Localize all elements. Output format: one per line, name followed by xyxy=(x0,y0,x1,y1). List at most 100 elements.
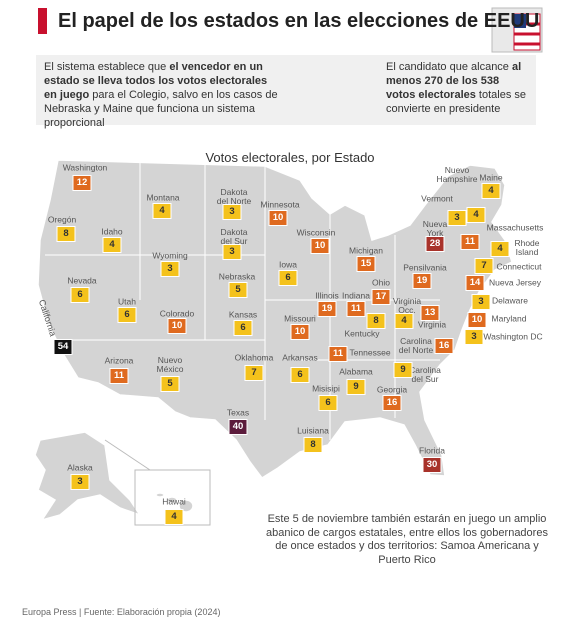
electoral-votes: 3 xyxy=(447,210,467,226)
state-name: Wisconsin xyxy=(296,227,336,238)
bold-text: el vencedor en un estado se lleva todos … xyxy=(44,61,268,101)
bold-text: al menos 270 de los 538 votos electorale… xyxy=(386,61,522,101)
state-name: Nueva Jersey xyxy=(489,277,541,288)
state-name: Misisipi xyxy=(312,383,340,394)
map-title: Votos electorales, por Estado xyxy=(205,150,375,165)
electoral-votes: 40 xyxy=(228,419,248,435)
electoral-votes: 3 xyxy=(222,204,242,220)
state-name: Alaska xyxy=(67,462,93,473)
electoral-votes: 12 xyxy=(72,175,92,191)
electoral-votes: 6 xyxy=(318,395,338,411)
state-name: Oregón xyxy=(47,214,77,225)
state-name: Kentucky xyxy=(344,328,380,339)
state-name: Virginia xyxy=(417,319,447,330)
electoral-votes: 11 xyxy=(109,368,129,384)
state-name: Alabama xyxy=(339,366,373,377)
ballot-icon xyxy=(491,7,543,53)
state-name: Hawai xyxy=(162,496,186,507)
state-name: Tennessee xyxy=(349,347,391,358)
electoral-votes: 6 xyxy=(233,320,253,336)
state-name: Arizona xyxy=(104,355,134,366)
text: El candidato que alcance xyxy=(386,61,512,73)
state-name: Missouri xyxy=(284,313,316,324)
state-name: Dakota del Norte xyxy=(216,187,252,206)
electoral-votes: 4 xyxy=(481,183,501,199)
flag-canton xyxy=(514,14,526,28)
state-name: Iowa xyxy=(279,259,297,270)
electoral-votes: 9 xyxy=(393,362,413,378)
state-name: Nuevo Hampshire xyxy=(436,165,478,184)
electoral-votes: 4 xyxy=(152,203,172,219)
electoral-votes: 10 xyxy=(467,312,487,328)
electoral-votes: 10 xyxy=(310,238,330,254)
electoral-votes: 7 xyxy=(474,258,494,274)
electoral-votes: 19 xyxy=(412,273,432,289)
hawaii-island xyxy=(155,492,165,498)
electoral-votes: 8 xyxy=(303,437,323,453)
state-name: Washington xyxy=(62,162,108,173)
electoral-votes: 28 xyxy=(425,236,445,252)
electoral-votes: 16 xyxy=(434,338,454,354)
state-name: Nueva York xyxy=(422,219,448,238)
state-name: Carolina del Sur xyxy=(409,365,441,384)
electoral-votes: 15 xyxy=(356,256,376,272)
electoral-votes: 8 xyxy=(366,313,386,329)
state-name: Massachusetts xyxy=(486,222,544,233)
electoral-votes: 6 xyxy=(278,270,298,286)
state-name: Florida xyxy=(419,445,445,456)
electoral-votes: 17 xyxy=(371,289,391,305)
electoral-votes: 5 xyxy=(228,282,248,298)
hawaii-island xyxy=(166,496,178,504)
state-name: Virginia Occ. xyxy=(392,296,422,315)
electoral-votes: 6 xyxy=(290,367,310,383)
electoral-votes: 3 xyxy=(222,244,242,260)
title: El papel de los estados en las eleccione… xyxy=(58,10,540,32)
state-name: Pensilvania xyxy=(403,262,447,273)
state-name: Delaware xyxy=(492,295,528,306)
state-name: Washington DC xyxy=(483,331,543,342)
electoral-votes: 9 xyxy=(346,379,366,395)
electoral-votes: 54 xyxy=(53,339,73,355)
inset-divider xyxy=(104,439,151,471)
electoral-votes: 10 xyxy=(290,324,310,340)
hawaii-inset xyxy=(134,469,211,526)
state-name: Vermont xyxy=(421,193,453,204)
source: Europa Press | Fuente: Elaboración propi… xyxy=(22,607,221,617)
state-name: Arkansas xyxy=(282,352,318,363)
state-name: Connecticut xyxy=(496,261,542,272)
electoral-votes: 13 xyxy=(420,305,440,321)
state-name: Idaho xyxy=(101,226,123,237)
intro-panel xyxy=(36,55,536,125)
electoral-votes: 10 xyxy=(167,318,187,334)
electoral-votes: 3 xyxy=(464,329,484,345)
text: para el Colegio, salvo en los casos de N… xyxy=(44,89,278,129)
electoral-votes: 19 xyxy=(317,301,337,317)
title-bar xyxy=(38,8,47,34)
state-name: Indiana xyxy=(342,290,370,301)
state-name: Montana xyxy=(146,192,180,203)
electoral-votes: 3 xyxy=(70,474,90,490)
state-name: Utah xyxy=(118,296,136,307)
electoral-votes: 4 xyxy=(490,241,510,257)
state-name: Oklahoma xyxy=(234,352,274,363)
state-name: Wyoming xyxy=(152,250,188,261)
electoral-votes: 14 xyxy=(465,275,485,291)
state-name: Colorado xyxy=(159,308,195,319)
state-name: Maine xyxy=(479,172,503,183)
state-name: Luisiana xyxy=(297,425,329,436)
state-name: Nevada xyxy=(67,275,97,286)
electoral-votes: 11 xyxy=(346,301,366,317)
electoral-votes: 5 xyxy=(160,376,180,392)
electoral-votes: 11 xyxy=(328,346,348,362)
electoral-votes: 4 xyxy=(102,237,122,253)
electoral-votes: 3 xyxy=(471,294,491,310)
state-name: Minnesota xyxy=(260,199,300,210)
electoral-votes: 7 xyxy=(244,365,264,381)
electoral-votes: 4 xyxy=(466,207,486,223)
state-name: Ohio xyxy=(372,277,390,288)
state-name: Michigan xyxy=(348,245,384,256)
electoral-votes: 6 xyxy=(117,307,137,323)
note: Este 5 de noviembre también estarán en j… xyxy=(266,513,548,566)
